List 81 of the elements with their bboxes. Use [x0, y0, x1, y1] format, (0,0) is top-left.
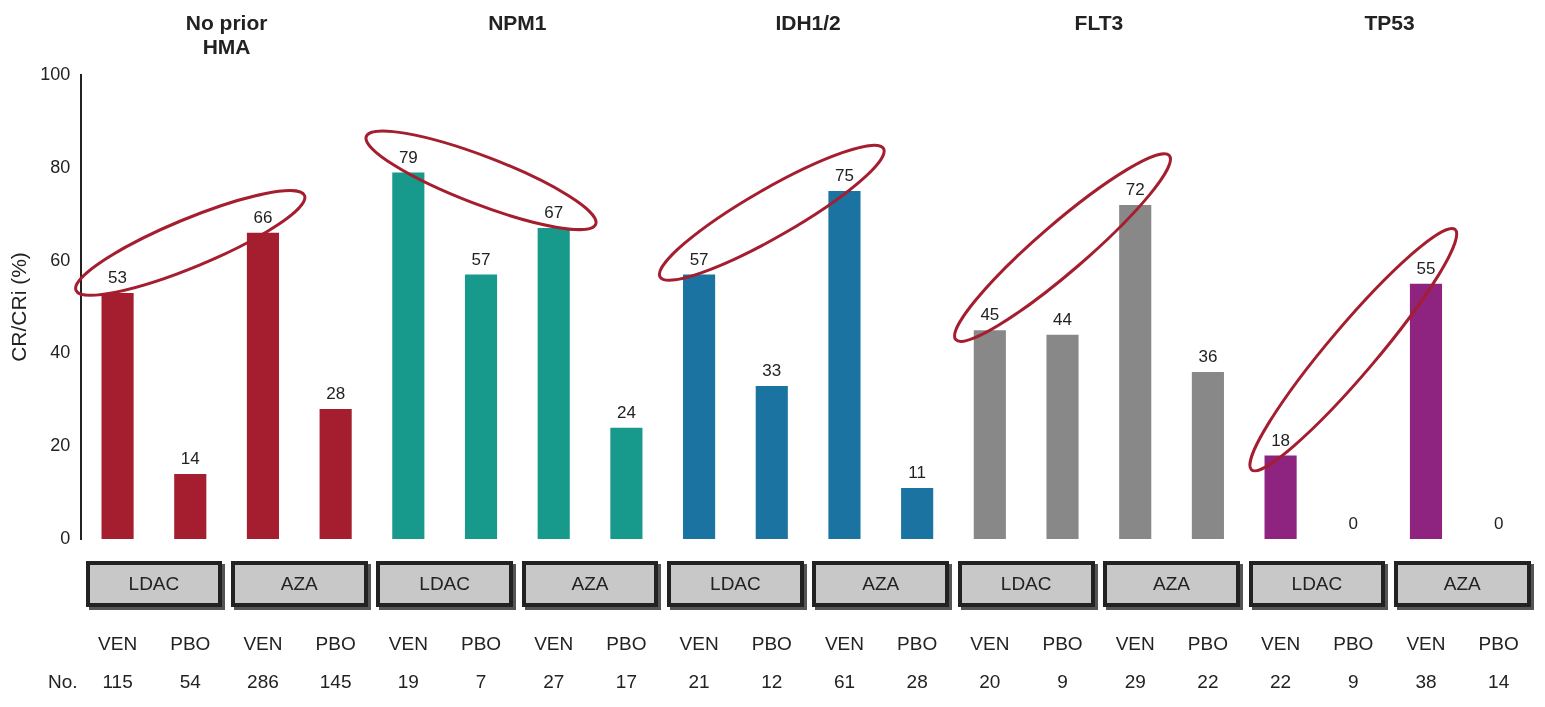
- bar: [1119, 204, 1152, 539]
- x-tick-label: VEN 38: [1406, 633, 1446, 693]
- data-label: 67: [544, 203, 564, 223]
- x-tick-label: VEN 20: [970, 633, 1010, 693]
- y-tick-label: 100: [40, 63, 71, 84]
- x-tick-label: PBO 145: [315, 633, 356, 693]
- y-tick-label: 40: [50, 342, 71, 363]
- bar: [1409, 283, 1443, 539]
- data-label: 0: [1493, 514, 1504, 534]
- bar: [610, 427, 643, 539]
- data-label: 55: [1416, 258, 1436, 278]
- bar: [101, 293, 134, 539]
- text: LDAC: [376, 561, 514, 607]
- x-tick-label: VEN 286: [243, 633, 283, 693]
- text: LDAC: [1248, 561, 1386, 607]
- bar: [246, 232, 280, 539]
- x-tick-label: VEN 61: [824, 633, 864, 693]
- y-axis-title: CR/CRi (%): [7, 252, 31, 362]
- data-label: 0: [1348, 514, 1359, 534]
- text: No prior HMA: [185, 11, 268, 59]
- data-label: 75: [835, 166, 854, 186]
- data-label: 57: [471, 249, 491, 269]
- data-label: 57: [689, 249, 709, 269]
- text: AZA: [812, 561, 950, 607]
- text: AZA: [1103, 561, 1240, 607]
- bar: [901, 487, 934, 539]
- text: IDH1/2: [775, 11, 841, 35]
- x-tick-label: VEN 19: [388, 633, 428, 693]
- x-tick-label: VEN 27: [534, 633, 574, 693]
- x-tick-label: PBO 28: [897, 633, 938, 693]
- x-tick-label: PBO 7: [460, 633, 502, 693]
- data-label: 18: [1271, 430, 1291, 450]
- data-label: 66: [253, 207, 273, 227]
- data-label: 79: [398, 147, 418, 167]
- bar: [319, 409, 352, 539]
- x-tick-label: PBO 17: [606, 633, 647, 693]
- x-tick-label: VEN 115: [98, 633, 138, 693]
- text: No.: [48, 671, 78, 693]
- x-tick-label: PBO 54: [170, 633, 211, 693]
- x-tick-label: PBO 22: [1187, 633, 1228, 693]
- bar: [392, 172, 425, 539]
- data-label: 36: [1198, 347, 1218, 367]
- text: AZA: [521, 561, 659, 607]
- bar: [1264, 455, 1297, 539]
- text: LDAC: [85, 561, 223, 607]
- y-tick-label: 20: [50, 435, 71, 456]
- text: AZA: [1393, 561, 1531, 607]
- bar: [464, 274, 498, 539]
- x-tick-label: VEN 29: [1115, 633, 1155, 693]
- x-tick-label: VEN 22: [1261, 633, 1301, 693]
- bar: [537, 228, 570, 539]
- y-tick-label: 0: [60, 527, 71, 548]
- data-label: 53: [108, 268, 128, 288]
- bar: [174, 474, 207, 539]
- y-tick-label: 60: [50, 249, 71, 270]
- data-label: 24: [616, 402, 636, 422]
- data-label: 14: [180, 449, 200, 469]
- x-tick-label: PBO 9: [1042, 633, 1083, 693]
- bar: [828, 191, 861, 539]
- text: LDAC: [957, 561, 1095, 607]
- data-label: 44: [1053, 310, 1072, 330]
- text: AZA: [230, 561, 368, 607]
- data-label: 72: [1125, 180, 1145, 200]
- bar: [755, 385, 788, 539]
- bar: [973, 330, 1006, 539]
- x-tick-label: PBO 9: [1333, 633, 1374, 693]
- text: LDAC: [667, 561, 804, 607]
- x-tick-label: PBO 12: [751, 633, 792, 693]
- x-tick-label: PBO 14: [1478, 633, 1519, 693]
- text: TP53: [1364, 11, 1415, 35]
- x-tick-label: VEN 21: [679, 633, 719, 693]
- y-tick-label: 80: [50, 156, 71, 177]
- bar: [1191, 371, 1224, 539]
- text: FLT3: [1074, 11, 1124, 35]
- data-label: 11: [908, 463, 926, 483]
- data-label: 45: [980, 305, 1000, 325]
- data-label: 28: [326, 384, 346, 404]
- bar: [1046, 334, 1079, 539]
- bar: [683, 274, 716, 539]
- data-label: 33: [762, 361, 782, 381]
- text: NPM1: [488, 11, 547, 35]
